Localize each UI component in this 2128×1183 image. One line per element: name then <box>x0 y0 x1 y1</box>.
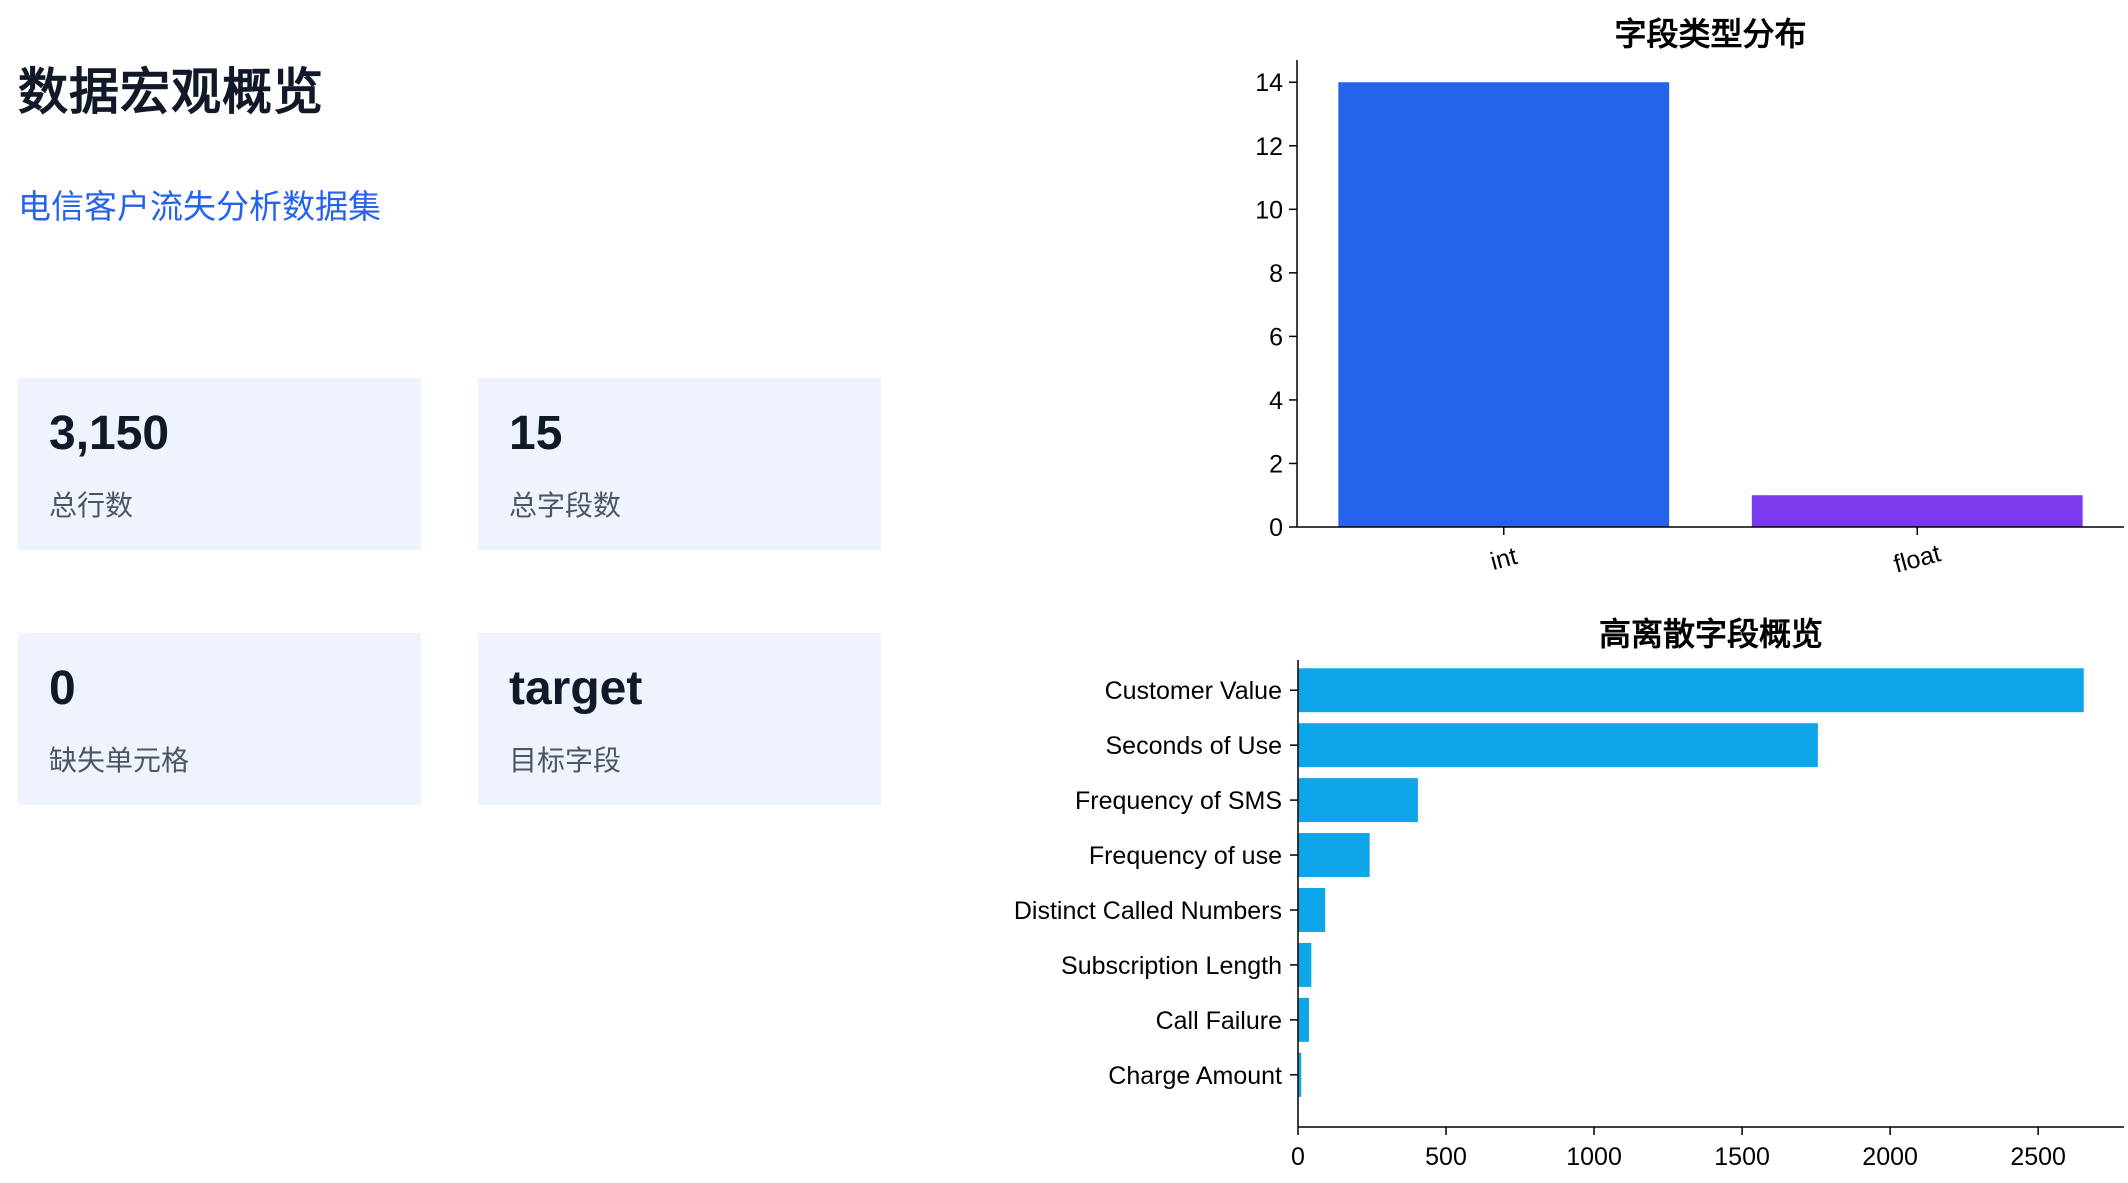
chart-title: 字段类型分布 <box>1614 16 1806 52</box>
x-tick-label: float <box>1891 539 1944 578</box>
y-tick-label: 4 <box>1269 387 1283 415</box>
y-tick-label: Frequency of use <box>1089 842 1282 870</box>
y-tick-label: 10 <box>1255 196 1283 224</box>
x-tick-label: 1000 <box>1566 1143 1622 1171</box>
hbar-5 <box>1298 942 1312 987</box>
overview-panel: 数据宏观概览 电信客户流失分析数据集 3,150 总行数 15 总字段数 0 缺… <box>0 0 900 1183</box>
y-tick-label: 14 <box>1255 69 1283 97</box>
y-tick-label: 12 <box>1255 133 1283 161</box>
stat-value: target <box>509 662 643 715</box>
page-title: 数据宏观概览 <box>18 64 324 120</box>
x-tick-label: 2000 <box>1862 1143 1918 1171</box>
y-tick-label: 2 <box>1269 450 1283 478</box>
x-tick-label: int <box>1487 542 1520 576</box>
dataset-subtitle: 电信客户流失分析数据集 <box>18 188 381 225</box>
hbar-0 <box>1298 668 2084 713</box>
y-tick-label: 6 <box>1269 323 1283 351</box>
field-type-chart: 字段类型分布 int float 0 2 4 6 8 10 12 14 <box>1255 16 2124 579</box>
stat-card-missing-cells: 0 缺失单元格 <box>18 633 421 805</box>
y-tick-label: Charge Amount <box>1108 1062 1282 1090</box>
bar-int <box>1338 82 1670 527</box>
hbar-7 <box>1298 1052 1302 1097</box>
y-tick-label: Call Failure <box>1156 1007 1282 1035</box>
bar-float <box>1751 495 2083 527</box>
hbar-2 <box>1298 778 1418 823</box>
stat-card-total-fields: 15 总字段数 <box>478 378 881 550</box>
y-tick-label: 0 <box>1269 514 1283 542</box>
y-tick-label: Seconds of Use <box>1106 732 1283 760</box>
hbar-3 <box>1298 833 1370 878</box>
stat-value: 3,150 <box>49 407 170 460</box>
x-tick-label: 2500 <box>2010 1143 2066 1171</box>
hbar-4 <box>1298 888 1326 932</box>
hbar-1 <box>1298 723 1818 768</box>
hbar-6 <box>1298 997 1309 1042</box>
stat-card-total-rows: 3,150 总行数 <box>18 378 421 550</box>
stat-label: 总行数 <box>49 490 134 521</box>
stat-label: 总字段数 <box>509 490 622 521</box>
high-cardinality-chart: 高离散字段概览 Customer Value Seconds of Use Frequ… <box>1014 616 2124 1171</box>
y-tick-label: Subscription Length <box>1061 952 1282 980</box>
y-tick-label: 8 <box>1269 260 1283 288</box>
chart-title: 高离散字段概览 <box>1599 616 1823 652</box>
x-tick-label: 500 <box>1425 1143 1467 1171</box>
x-tick-label: 1500 <box>1714 1143 1770 1171</box>
stat-label: 目标字段 <box>509 745 622 776</box>
y-tick-label: Customer Value <box>1105 677 1282 705</box>
stat-value: 0 <box>49 662 76 715</box>
x-tick-label: 0 <box>1291 1143 1305 1171</box>
stat-value: 15 <box>509 407 563 460</box>
y-tick-label: Frequency of SMS <box>1075 787 1282 815</box>
y-tick-label: Distinct Called Numbers <box>1014 897 1282 925</box>
stat-label: 缺失单元格 <box>49 745 190 776</box>
stat-card-target-field: target 目标字段 <box>478 633 881 805</box>
